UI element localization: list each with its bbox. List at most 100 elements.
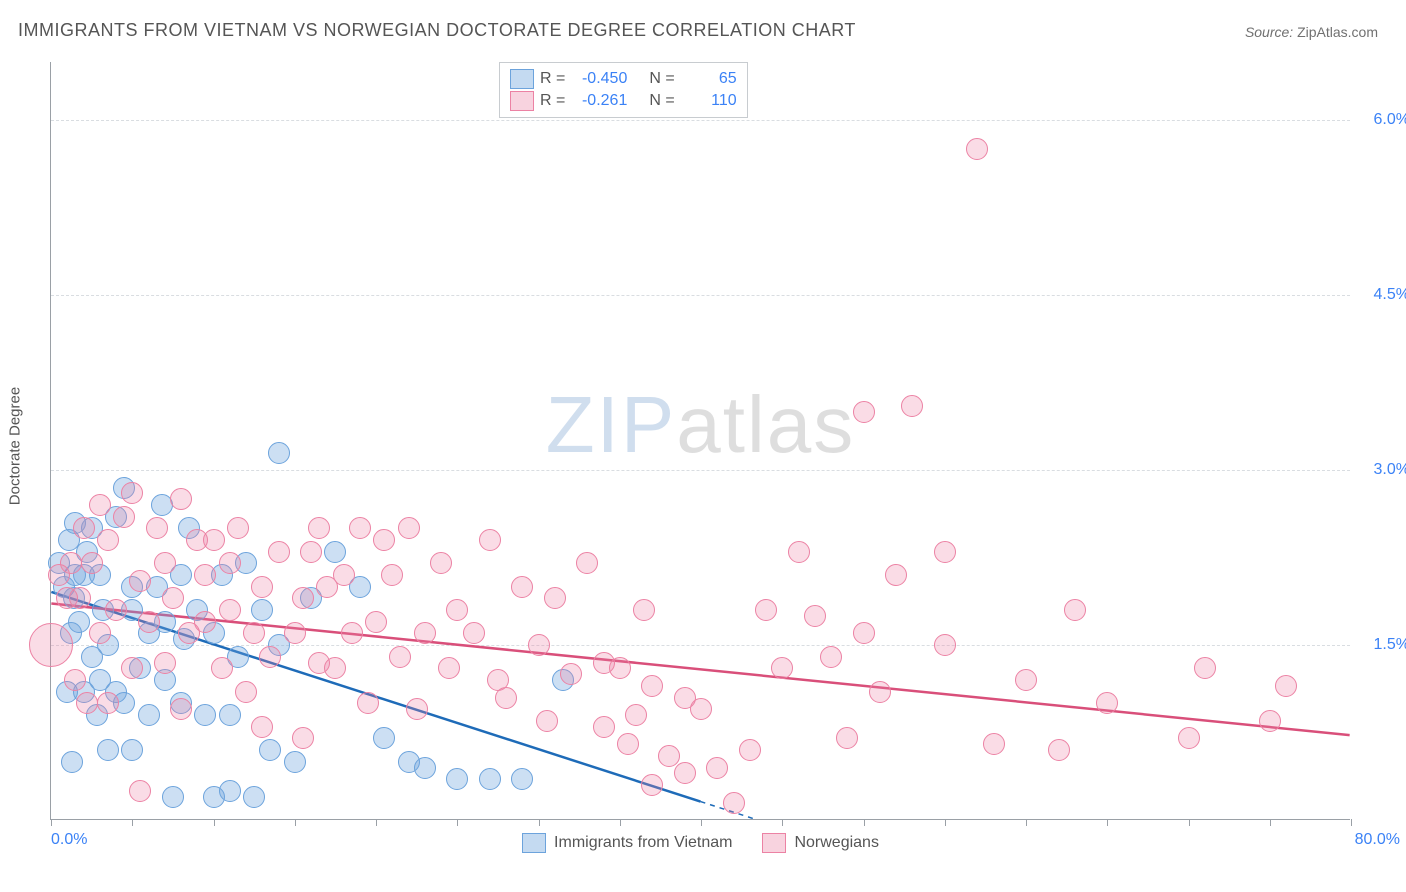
- scatter-point: [121, 739, 143, 761]
- scatter-point: [203, 529, 225, 551]
- scatter-point: [528, 634, 550, 656]
- swatch-pink-icon: [510, 91, 534, 111]
- scatter-point: [68, 611, 90, 633]
- scatter-point: [430, 552, 452, 574]
- chart-title: IMMIGRANTS FROM VIETNAM VS NORWEGIAN DOC…: [18, 20, 856, 41]
- source-value: ZipAtlas.com: [1297, 24, 1378, 40]
- scatter-point: [292, 727, 314, 749]
- scatter-point: [446, 768, 468, 790]
- scatter-point: [268, 541, 290, 563]
- x-tick: [51, 819, 52, 826]
- swatch-pink-icon: [762, 833, 786, 853]
- scatter-point: [268, 442, 290, 464]
- x-max-label: 80.0%: [1355, 831, 1400, 849]
- scatter-point: [154, 652, 176, 674]
- scatter-point: [617, 733, 639, 755]
- scatter-point: [1178, 727, 1200, 749]
- y-tick-label: 1.5%: [1374, 636, 1406, 654]
- x-tick: [1351, 819, 1352, 826]
- scatter-point: [576, 552, 598, 574]
- scatter-point: [625, 704, 647, 726]
- y-tick-label: 6.0%: [1374, 111, 1406, 129]
- scatter-point: [341, 622, 363, 644]
- y-axis-label: Doctorate Degree: [7, 387, 24, 505]
- scatter-point: [97, 529, 119, 551]
- x-tick: [945, 819, 946, 826]
- scatter-point: [170, 698, 192, 720]
- scatter-point: [641, 774, 663, 796]
- source-label: Source:: [1245, 24, 1293, 40]
- scatter-point: [373, 529, 395, 551]
- swatch-blue-icon: [522, 833, 546, 853]
- scatter-point: [162, 786, 184, 808]
- scatter-point: [389, 646, 411, 668]
- x-tick: [701, 819, 702, 826]
- scatter-point: [495, 687, 517, 709]
- correlation-legend: R = -0.450 N = 65 R = -0.261 N = 110: [499, 62, 748, 118]
- series1-label: Immigrants from Vietnam: [554, 834, 732, 852]
- x-tick: [620, 819, 621, 826]
- scatter-point: [60, 552, 82, 574]
- scatter-point: [324, 657, 346, 679]
- r-label: R =: [540, 68, 565, 90]
- scatter-point: [219, 552, 241, 574]
- scatter-point: [723, 792, 745, 814]
- r-value-pink: -0.261: [571, 90, 627, 112]
- scatter-point: [138, 611, 160, 633]
- scatter-point: [365, 611, 387, 633]
- scatter-point: [1096, 692, 1118, 714]
- scatter-point: [706, 757, 728, 779]
- scatter-point: [658, 745, 680, 767]
- scatter-point: [1194, 657, 1216, 679]
- x-tick: [1189, 819, 1190, 826]
- scatter-point: [219, 704, 241, 726]
- scatter-point: [259, 646, 281, 668]
- gridline: [51, 645, 1350, 646]
- scatter-point: [113, 506, 135, 528]
- series2-label: Norwegians: [794, 834, 878, 852]
- scatter-point: [259, 739, 281, 761]
- x-tick: [1026, 819, 1027, 826]
- scatter-point: [89, 494, 111, 516]
- x-tick: [457, 819, 458, 826]
- scatter-point: [853, 622, 875, 644]
- r-value-blue: -0.450: [571, 68, 627, 90]
- scatter-point: [235, 681, 257, 703]
- scatter-point: [853, 401, 875, 423]
- scatter-point: [211, 657, 233, 679]
- scatter-point: [414, 622, 436, 644]
- gridline: [51, 470, 1350, 471]
- scatter-point: [219, 599, 241, 621]
- scatter-point: [69, 587, 91, 609]
- scatter-point: [544, 587, 566, 609]
- scatter-point: [73, 517, 95, 539]
- x-tick: [1270, 819, 1271, 826]
- scatter-point: [820, 646, 842, 668]
- scatter-point: [771, 657, 793, 679]
- scatter-point: [901, 395, 923, 417]
- scatter-point: [398, 517, 420, 539]
- scatter-point: [1064, 599, 1086, 621]
- scatter-point: [76, 692, 98, 714]
- scatter-point: [511, 576, 533, 598]
- scatter-point: [219, 780, 241, 802]
- gridline: [51, 120, 1350, 121]
- watermark-zip: ZIP: [546, 380, 676, 469]
- scatter-point: [324, 541, 346, 563]
- scatter-point: [1275, 675, 1297, 697]
- scatter-point-large: [29, 623, 73, 667]
- scatter-point: [934, 634, 956, 656]
- scatter-point: [438, 657, 460, 679]
- scatter-point: [300, 541, 322, 563]
- scatter-point: [373, 727, 395, 749]
- y-tick-label: 3.0%: [1374, 461, 1406, 479]
- swatch-blue-icon: [510, 69, 534, 89]
- scatter-point: [170, 488, 192, 510]
- scatter-point: [755, 599, 777, 621]
- scatter-point: [885, 564, 907, 586]
- scatter-point: [284, 751, 306, 773]
- scatter-point: [146, 517, 168, 539]
- scatter-point: [966, 138, 988, 160]
- scatter-point: [414, 757, 436, 779]
- scatter-point: [536, 710, 558, 732]
